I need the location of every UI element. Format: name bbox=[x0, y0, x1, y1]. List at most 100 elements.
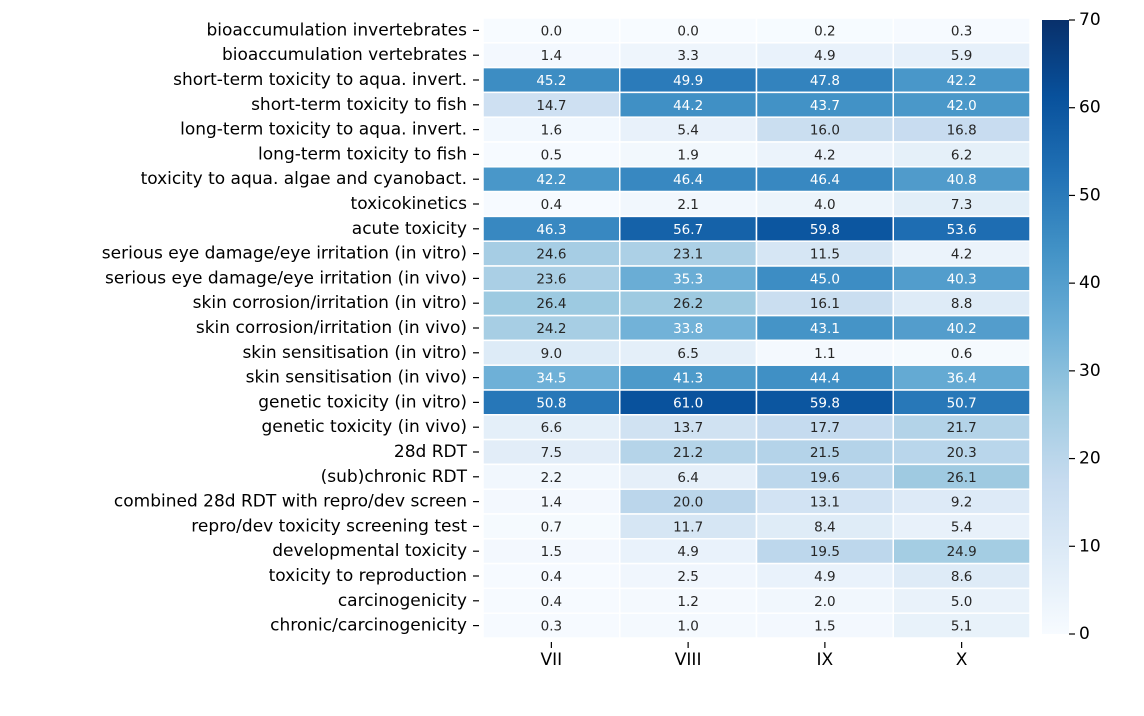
heat-cell bbox=[482, 265, 621, 292]
cell-label: 0.6 bbox=[951, 346, 972, 362]
y-tick-label: skin corrosion/irritation (in vitro) bbox=[193, 293, 467, 313]
heat-cell bbox=[892, 166, 1031, 193]
cell-label: 4.0 bbox=[814, 197, 835, 213]
cell-label: 13.1 bbox=[810, 495, 840, 511]
cell-label: 0.3 bbox=[951, 23, 972, 39]
heat-cell bbox=[892, 513, 1031, 540]
cell-label: 21.7 bbox=[947, 420, 977, 436]
heat-cell bbox=[619, 438, 758, 466]
cell-label: 20.3 bbox=[947, 445, 977, 461]
cell-label: 34.5 bbox=[536, 371, 566, 387]
heat-cell bbox=[892, 141, 1031, 168]
y-tick-label: long-term toxicity to fish bbox=[258, 144, 467, 164]
cell-label: 0.0 bbox=[541, 23, 562, 39]
cell-label: 4.9 bbox=[814, 48, 835, 64]
heat-cell bbox=[892, 463, 1031, 490]
cell-label: 4.2 bbox=[814, 147, 835, 163]
y-tick-label: genetic toxicity (in vivo) bbox=[261, 417, 467, 437]
cell-label: 2.1 bbox=[677, 197, 698, 213]
heat-cell bbox=[482, 364, 621, 391]
heat-cell bbox=[892, 587, 1031, 614]
cell-label: 16.1 bbox=[810, 296, 840, 312]
y-tick-label: acute toxicity bbox=[352, 219, 467, 239]
cell-label: 1.4 bbox=[541, 48, 562, 64]
cell-label: 23.6 bbox=[536, 271, 566, 287]
y-tick-label: short-term toxicity to aqua. invert. bbox=[173, 70, 467, 90]
heat-cell bbox=[619, 513, 758, 540]
heat-cell bbox=[892, 364, 1031, 391]
cell-label: 0.3 bbox=[541, 619, 562, 635]
cell-label: 9.2 bbox=[951, 495, 972, 511]
colorbar-tick-label: 30 bbox=[1079, 361, 1101, 381]
heat-cell bbox=[619, 612, 758, 639]
cell-label: 6.2 bbox=[951, 147, 972, 163]
heat-cell bbox=[482, 587, 621, 614]
heat-cell bbox=[482, 190, 621, 218]
heat-cell bbox=[755, 513, 894, 540]
cell-label: 43.7 bbox=[810, 98, 840, 114]
cell-label: 2.2 bbox=[541, 470, 562, 486]
y-tick-label: skin sensitisation (in vivo) bbox=[246, 368, 467, 388]
cell-label: 42.0 bbox=[947, 98, 977, 114]
heat-cell bbox=[755, 116, 894, 143]
cell-label: 4.9 bbox=[677, 544, 698, 560]
heat-cell bbox=[892, 562, 1031, 590]
cell-label: 46.4 bbox=[673, 172, 703, 188]
heat-cell bbox=[619, 265, 758, 292]
cell-label: 42.2 bbox=[947, 73, 977, 89]
heat-cell bbox=[619, 42, 758, 69]
cell-label: 16.0 bbox=[810, 123, 840, 139]
y-tick-label: genetic toxicity (in vitro) bbox=[258, 392, 467, 412]
colorbar-tick-label: 70 bbox=[1079, 10, 1101, 30]
cell-label: 19.5 bbox=[810, 544, 840, 560]
y-tick-label: short-term toxicity to fish bbox=[251, 95, 467, 115]
heat-cell bbox=[755, 488, 894, 515]
heat-cell bbox=[892, 265, 1031, 292]
cell-label: 59.8 bbox=[810, 395, 840, 411]
cell-label: 5.1 bbox=[951, 619, 972, 635]
y-tick-label: serious eye damage/eye irritation (in vi… bbox=[105, 268, 467, 288]
cell-label: 8.6 bbox=[951, 569, 972, 585]
colorbar-tick-label: 50 bbox=[1079, 185, 1101, 205]
cell-label: 0.0 bbox=[677, 23, 698, 39]
cell-label: 24.6 bbox=[536, 247, 566, 263]
cell-label: 24.9 bbox=[947, 544, 977, 560]
y-tick-label: repro/dev toxicity screening test bbox=[191, 516, 467, 536]
heat-cell bbox=[755, 562, 894, 590]
cell-label: 46.4 bbox=[810, 172, 840, 188]
y-tick-label: bioaccumulation invertebrates bbox=[206, 20, 467, 40]
y-tick-label: toxicokinetics bbox=[351, 194, 468, 214]
cell-label: 9.0 bbox=[541, 346, 562, 362]
heat-cell bbox=[619, 364, 758, 391]
y-tick-label: chronic/carcinogenicity bbox=[270, 616, 467, 636]
colorbar-tick-label: 20 bbox=[1079, 449, 1101, 469]
heat-cell bbox=[619, 116, 758, 143]
cell-label: 41.3 bbox=[673, 371, 703, 387]
heat-cell bbox=[892, 190, 1031, 218]
cell-label: 44.2 bbox=[673, 98, 703, 114]
colorbar-tick-label: 0 bbox=[1079, 624, 1090, 644]
cell-label: 5.9 bbox=[951, 48, 972, 64]
heat-cell bbox=[482, 612, 621, 639]
cell-label: 56.7 bbox=[673, 222, 703, 238]
cell-label: 26.4 bbox=[536, 296, 566, 312]
cell-label: 19.6 bbox=[810, 470, 840, 486]
heat-cell bbox=[755, 141, 894, 168]
heat-cell bbox=[619, 314, 758, 342]
cell-label: 45.0 bbox=[810, 271, 840, 287]
x-tick-label: X bbox=[956, 650, 968, 670]
heat-cell bbox=[619, 488, 758, 515]
heat-cell bbox=[892, 314, 1031, 342]
cell-label: 1.5 bbox=[814, 619, 835, 635]
heat-cell bbox=[619, 290, 758, 317]
heat-cell bbox=[482, 414, 621, 441]
cell-label: 53.6 bbox=[947, 222, 977, 238]
cell-label: 20.0 bbox=[673, 495, 703, 511]
heat-cell bbox=[482, 463, 621, 490]
y-tick-label: developmental toxicity bbox=[272, 541, 467, 561]
y-tick-label: serious eye damage/eye irritation (in vi… bbox=[102, 244, 467, 264]
cell-label: 2.0 bbox=[814, 594, 835, 610]
y-tick-label: 28d RDT bbox=[394, 442, 468, 462]
cell-label: 4.9 bbox=[814, 569, 835, 585]
heat-cell bbox=[755, 314, 894, 342]
